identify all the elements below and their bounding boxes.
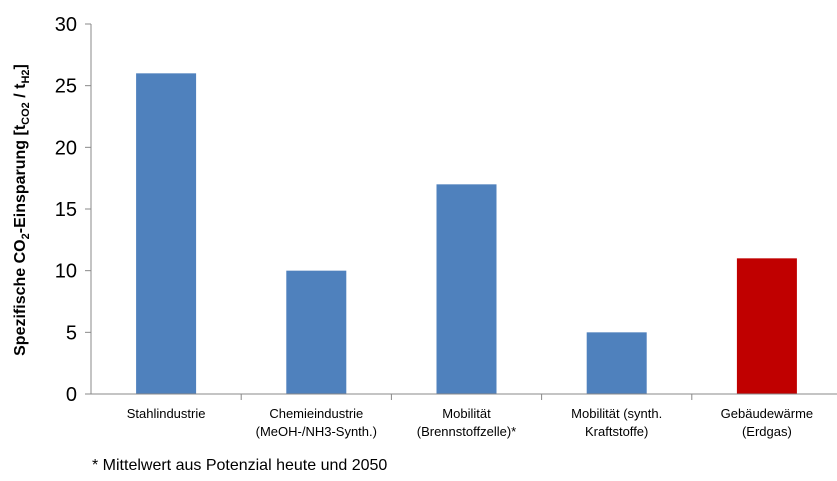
x-category-label: Mobilität (Brennstoffzelle)* (417, 406, 516, 439)
y-tick-label: 25 (55, 76, 77, 98)
x-category-label: Mobilität (synth. Kraftstoffe) (571, 406, 662, 439)
x-category-label: Chemieindustrie (MeOH-/NH3-Synth.) (256, 406, 377, 439)
y-axis-label: Spezifische CO2-Einsparung [tCO2 / tH2] (12, 64, 32, 356)
bar (736, 258, 797, 394)
bars (136, 73, 797, 394)
y-tick-label: 0 (66, 384, 77, 406)
bar (436, 184, 497, 394)
y-axis-ticks: 0 5 10 15 20 25 30 (55, 14, 91, 406)
x-axis-ticks (240, 394, 693, 400)
bar (586, 332, 647, 394)
y-tick-label: 10 (55, 261, 77, 283)
bar (286, 270, 347, 394)
footnote: * Mittelwert aus Potenzial heute und 205… (92, 457, 387, 474)
y-tick-label: 20 (55, 137, 77, 159)
y-tick-label: 30 (55, 14, 77, 36)
bar (136, 73, 197, 394)
y-tick-label: 5 (66, 322, 77, 344)
x-axis-category-labels: Stahlindustrie Chemieindustrie (MeOH-/NH3-… (127, 406, 813, 439)
x-category-label: Stahlindustrie (127, 406, 206, 421)
x-category-label: Gebäudewärme (Erdgas) (721, 406, 814, 439)
y-tick-label: 15 (55, 199, 77, 221)
